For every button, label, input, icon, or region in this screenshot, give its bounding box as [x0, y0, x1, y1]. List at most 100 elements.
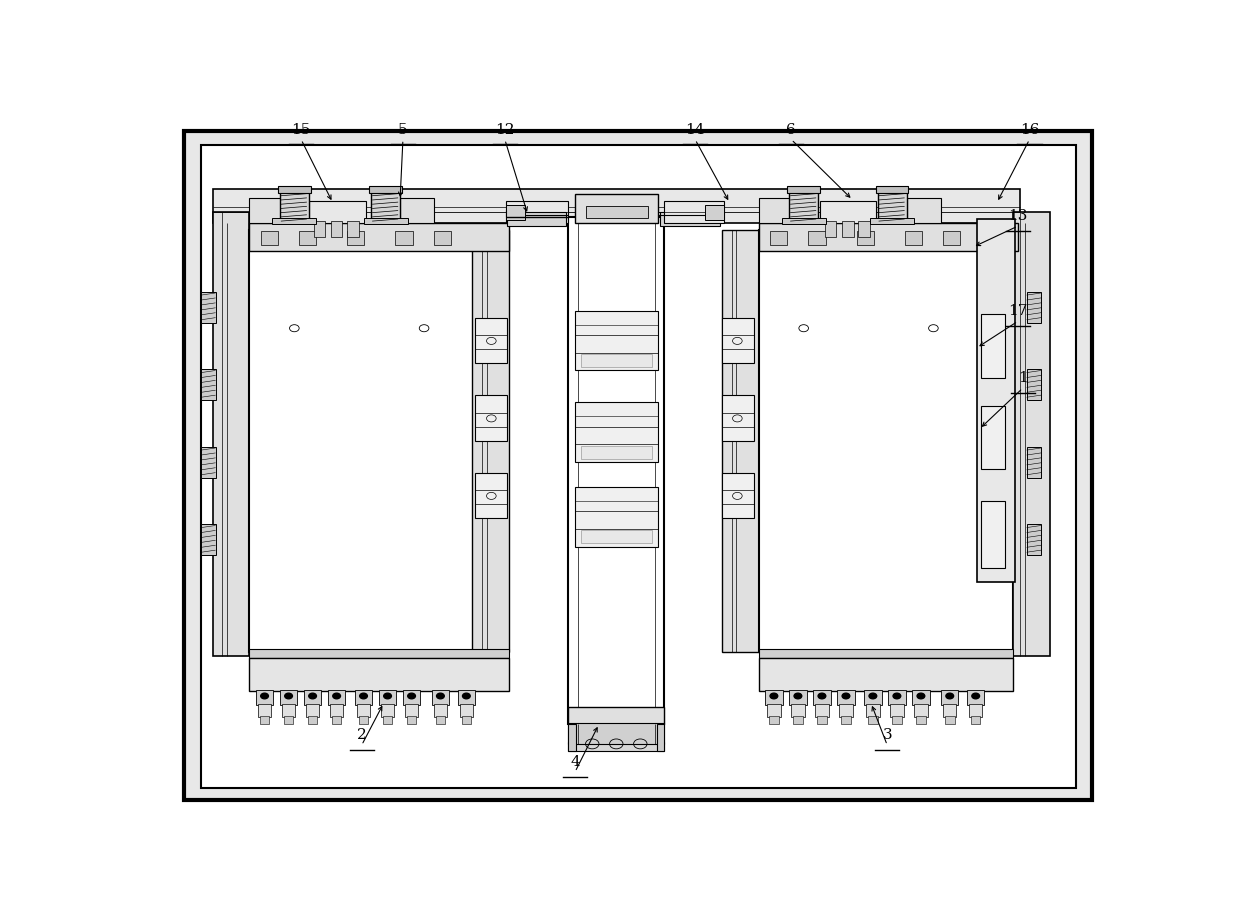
Bar [1027, 524, 1042, 555]
Bar [249, 650, 508, 658]
Bar [330, 704, 343, 717]
Bar [868, 716, 878, 724]
Bar [475, 318, 507, 363]
Circle shape [408, 694, 415, 699]
Bar [841, 716, 851, 724]
Bar [435, 716, 445, 724]
Text: 1: 1 [1018, 371, 1028, 385]
Bar [568, 706, 665, 724]
Bar [332, 716, 341, 724]
Bar [506, 201, 568, 222]
Bar [259, 716, 269, 724]
Bar [575, 403, 657, 462]
Bar [815, 704, 828, 717]
Circle shape [285, 694, 293, 699]
Bar [722, 318, 754, 363]
Bar [201, 292, 216, 323]
Bar [260, 231, 278, 245]
Text: 3: 3 [883, 728, 892, 742]
Bar [820, 201, 875, 222]
Circle shape [794, 694, 802, 699]
Bar [982, 405, 1006, 469]
Text: 17: 17 [1008, 305, 1028, 318]
Bar [403, 690, 420, 705]
Bar [1013, 212, 1050, 656]
Circle shape [918, 694, 925, 699]
Circle shape [818, 694, 826, 699]
Bar [839, 704, 853, 717]
Bar [249, 230, 503, 652]
Bar [432, 690, 449, 705]
Bar [878, 188, 906, 222]
Bar [892, 716, 901, 724]
Bar [568, 742, 665, 751]
Bar [967, 690, 985, 705]
Circle shape [463, 694, 470, 699]
Bar [461, 716, 471, 724]
Bar [759, 198, 792, 222]
Bar [306, 704, 320, 717]
Bar [759, 222, 1018, 251]
Circle shape [842, 694, 849, 699]
Bar [890, 704, 904, 717]
Bar [787, 186, 820, 193]
Bar [249, 658, 508, 691]
Bar [201, 447, 216, 478]
Bar [396, 231, 413, 245]
Bar [817, 716, 827, 724]
Text: 16: 16 [1019, 123, 1039, 136]
Bar [379, 690, 397, 705]
Bar [722, 473, 754, 519]
Bar [347, 231, 365, 245]
Bar [875, 186, 909, 193]
Bar [255, 690, 273, 705]
Bar [665, 201, 724, 222]
Bar [759, 650, 1013, 658]
Bar [1027, 292, 1042, 323]
Bar [808, 231, 826, 245]
Circle shape [770, 694, 777, 699]
Circle shape [260, 694, 268, 699]
Bar [1027, 447, 1042, 478]
Bar [866, 704, 879, 717]
Circle shape [383, 694, 392, 699]
Circle shape [869, 694, 877, 699]
Bar [982, 314, 1006, 378]
Bar [434, 704, 448, 717]
Bar [331, 221, 342, 237]
Bar [870, 219, 914, 224]
Circle shape [972, 694, 980, 699]
Bar [309, 201, 367, 222]
Bar [308, 716, 317, 724]
Bar [781, 219, 826, 224]
Text: 15: 15 [291, 123, 311, 136]
Bar [401, 198, 434, 222]
Bar [942, 704, 956, 717]
Bar [914, 704, 928, 717]
Bar [357, 704, 371, 717]
Bar [404, 704, 418, 717]
Bar [945, 716, 955, 724]
Bar [280, 188, 309, 222]
Bar [407, 716, 417, 724]
Bar [370, 186, 402, 193]
Bar [258, 704, 272, 717]
Bar [942, 231, 960, 245]
Circle shape [309, 694, 316, 699]
Bar [858, 221, 870, 237]
Text: 6: 6 [786, 123, 796, 136]
Bar [857, 231, 874, 245]
Bar [585, 206, 649, 218]
Bar [789, 690, 806, 705]
Bar [864, 690, 882, 705]
Bar [769, 716, 779, 724]
Bar [213, 212, 249, 656]
Bar [722, 395, 754, 441]
Bar [765, 690, 782, 705]
Bar [327, 690, 345, 705]
Bar [568, 723, 665, 744]
Bar [837, 690, 854, 705]
Bar [813, 690, 831, 705]
Bar [982, 501, 1006, 567]
Bar [363, 219, 408, 224]
